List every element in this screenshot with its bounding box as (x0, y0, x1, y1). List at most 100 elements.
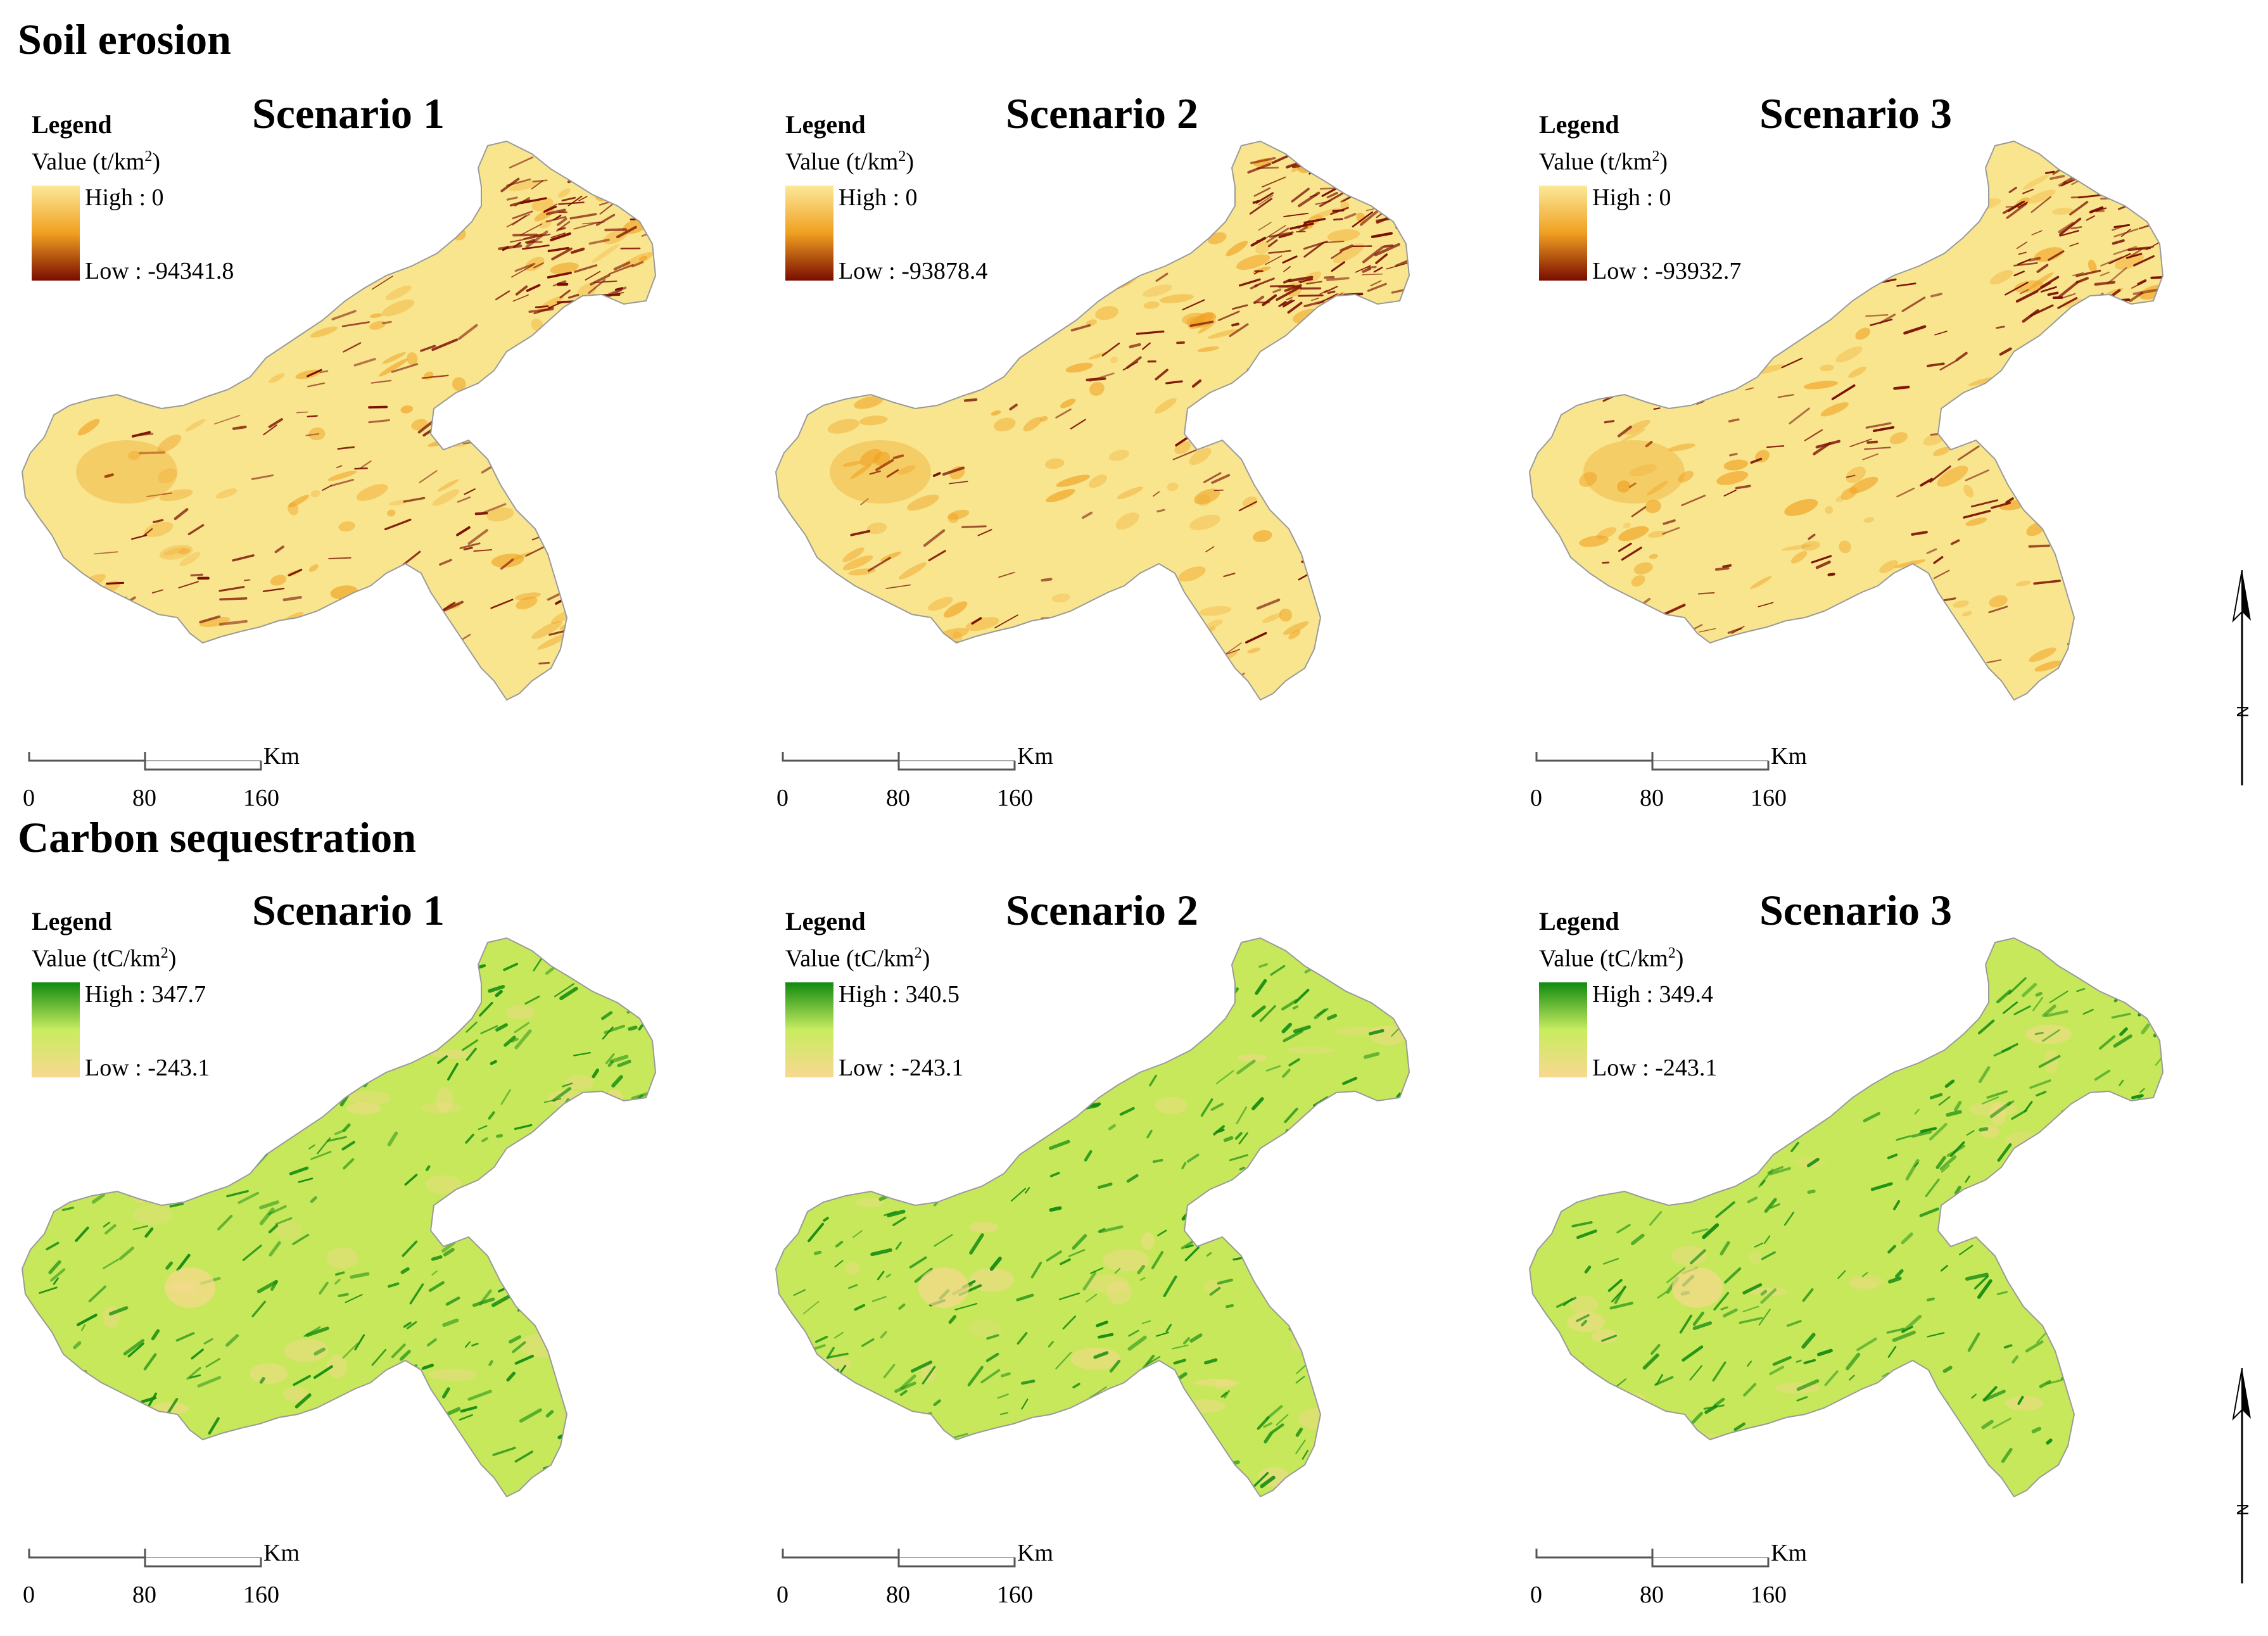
carbon-map (754, 882, 1501, 1516)
scale-tick-160: 160 (243, 1583, 279, 1607)
legend-title: Legend (785, 112, 1102, 137)
unit-superscript: 2 (144, 148, 152, 165)
legend-title: Legend (32, 112, 348, 137)
legend-color-ramp (32, 186, 80, 281)
scale-tick-0: 0 (1530, 1583, 1542, 1607)
legend-high-label: High : 0 (85, 186, 164, 210)
legend-title: Legend (1539, 909, 1856, 934)
scale-tick-160: 160 (997, 1583, 1033, 1607)
scale-unit: Km (1017, 1541, 1053, 1565)
unit-prefix: Value (t/km (785, 149, 898, 175)
scale-unit: Km (1771, 1541, 1807, 1565)
legend-value-unit: Value (t/km2) (32, 149, 348, 174)
scale-tick-0: 0 (1530, 786, 1542, 810)
legend-low-label: Low : -243.1 (839, 1056, 963, 1080)
scale-tick-160: 160 (997, 786, 1033, 810)
legend-high-label: High : 0 (839, 186, 918, 210)
scale-tick-160: 160 (243, 786, 279, 810)
legend-high-label: High : 349.4 (1592, 982, 1713, 1006)
scale-tick-80: 80 (1640, 786, 1664, 810)
scale-tick-80: 80 (132, 1583, 156, 1607)
north-arrow-top: N (2223, 570, 2261, 785)
legend-value-unit: Value (tC/km2) (32, 946, 348, 971)
carbon-map (1507, 882, 2255, 1516)
unit-suffix: ) (168, 946, 177, 972)
unit-prefix: Value (tC/km (1539, 946, 1668, 972)
north-label: N (2233, 706, 2252, 718)
legend-color-ramp (785, 982, 833, 1077)
erosion-map (1507, 86, 2255, 719)
legend-low-label: Low : -94341.8 (85, 259, 234, 283)
legend-high-label: High : 0 (1592, 186, 1671, 210)
scale-tick-80: 80 (1640, 1583, 1664, 1607)
scale-tick-0: 0 (776, 1583, 789, 1607)
unit-superscript: 2 (915, 945, 922, 961)
north-arrow-bottom: N (2223, 1368, 2261, 1583)
legend-low-label: Low : -93878.4 (839, 259, 987, 283)
legend-title: Legend (32, 909, 348, 934)
unit-prefix: Value (t/km (1539, 149, 1652, 175)
scale-unit: Km (263, 744, 300, 768)
scale-tick-0: 0 (23, 1583, 35, 1607)
scale-unit: Km (1017, 744, 1053, 768)
erosion-map (0, 86, 747, 719)
unit-superscript: 2 (1652, 148, 1659, 165)
legend-title: Legend (1539, 112, 1856, 137)
unit-suffix: ) (1659, 149, 1668, 175)
unit-superscript: 2 (1668, 945, 1676, 961)
legend-value-unit: Value (t/km2) (785, 149, 1102, 174)
unit-suffix: ) (1676, 946, 1684, 972)
scale-tick-160: 160 (1751, 786, 1787, 810)
legend-value-unit: Value (t/km2) (1539, 149, 1856, 174)
unit-suffix: ) (152, 149, 160, 175)
north-arrow-icon: N (2223, 570, 2261, 785)
unit-prefix: Value (t/km (32, 149, 144, 175)
legend-high-label: High : 347.7 (85, 982, 206, 1006)
legend-high-label: High : 340.5 (839, 982, 960, 1006)
north-label: N (2233, 1504, 2252, 1516)
scale-tick-160: 160 (1751, 1583, 1787, 1607)
legend-low-label: Low : -243.1 (85, 1056, 210, 1080)
scale-tick-80: 80 (886, 1583, 910, 1607)
scale-unit: Km (1771, 744, 1807, 768)
carbon-map (0, 882, 747, 1516)
scale-tick-80: 80 (886, 786, 910, 810)
legend-title: Legend (785, 909, 1102, 934)
legend-color-ramp (32, 982, 80, 1077)
unit-prefix: Value (tC/km (32, 946, 161, 972)
legend-low-label: Low : -243.1 (1592, 1056, 1717, 1080)
erosion-map (754, 86, 1501, 719)
legend-color-ramp (785, 186, 833, 281)
legend-low-label: Low : -93932.7 (1592, 259, 1741, 283)
legend-color-ramp (1539, 982, 1587, 1077)
unit-superscript: 2 (161, 945, 168, 961)
north-arrow-icon: N (2223, 1368, 2261, 1583)
unit-prefix: Value (tC/km (785, 946, 915, 972)
unit-suffix: ) (922, 946, 930, 972)
scale-tick-80: 80 (132, 786, 156, 810)
section-title-soil-erosion: Soil erosion (18, 18, 231, 61)
legend-value-unit: Value (tC/km2) (785, 946, 1102, 971)
scale-unit: Km (263, 1541, 300, 1565)
scale-tick-0: 0 (23, 786, 35, 810)
unit-superscript: 2 (898, 148, 906, 165)
scale-tick-0: 0 (776, 786, 789, 810)
legend-color-ramp (1539, 186, 1587, 281)
region-fill (1530, 938, 2163, 1497)
